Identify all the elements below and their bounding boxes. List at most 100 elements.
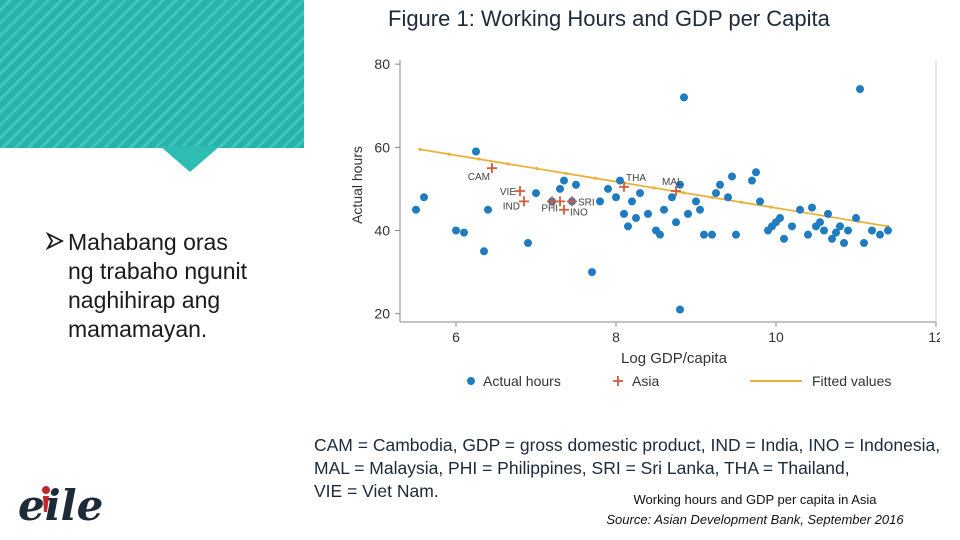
actual-hours-point <box>748 176 756 185</box>
asia-point <box>515 186 525 196</box>
asia-point <box>567 196 577 207</box>
actual-hours-point <box>588 268 596 277</box>
y-axis-label: Actual hours <box>349 146 365 224</box>
actual-hours-point <box>796 205 804 214</box>
caption-source: Source: Asian Development Bank, Septembe… <box>606 512 904 527</box>
decorative-teal-notch <box>160 146 220 172</box>
asia-point <box>559 204 569 215</box>
actual-hours-point <box>636 189 644 198</box>
y-tick-label: 40 <box>374 223 390 239</box>
logo-figure-body <box>43 496 49 512</box>
y-tick-label: 20 <box>374 306 390 322</box>
x-tick-label: 8 <box>612 329 620 345</box>
scatter-chart: Figure 1: Working Hours and GDP per Capi… <box>349 6 940 389</box>
actual-hours-point <box>876 230 884 239</box>
actual-hours-point <box>676 305 684 314</box>
logo-figure-head <box>42 486 50 494</box>
actual-hours-point <box>808 203 816 212</box>
country-code-line: VIE = Viet Nam. <box>314 481 439 501</box>
actual-hours-point <box>832 228 840 237</box>
actual-hours-point <box>724 193 732 202</box>
actual-hours-point <box>676 180 684 189</box>
actual-hours-point <box>612 193 620 202</box>
actual-hours-point <box>616 176 624 185</box>
chart-title: Figure 1: Working Hours and GDP per Capi… <box>388 6 831 31</box>
actual-hours-point <box>628 197 636 206</box>
country-code-legend: CAM = Cambodia, GDP = gross domestic pro… <box>314 434 940 503</box>
fitted-line-vertex <box>447 152 451 156</box>
arrow-bullet-icon <box>46 232 64 250</box>
actual-hours-point <box>836 222 844 231</box>
actual-hours-point <box>412 205 420 214</box>
actual-hours-point <box>828 234 836 243</box>
actual-hours-point <box>660 205 668 214</box>
actual-hours-point <box>420 193 428 202</box>
actual-hours-points <box>412 85 892 314</box>
actual-hours-point <box>624 222 632 231</box>
y-axis-ticks: 20 40 60 80 <box>374 56 400 322</box>
fitted-line-vertex <box>681 191 685 195</box>
actual-hours-point <box>868 226 876 235</box>
actual-hours-point <box>716 180 724 189</box>
actual-hours-point <box>776 214 784 223</box>
fitted-values-line <box>418 147 890 228</box>
plot-frame <box>399 60 937 323</box>
actual-hours-point <box>860 238 868 247</box>
actual-hours-point <box>712 189 720 198</box>
bullet-line: Mahabang oras <box>68 229 228 255</box>
logo-text: eile <box>18 481 103 530</box>
bullet-text: Mahabang oras ng trabaho ngunit naghihir… <box>68 228 247 344</box>
eile-logo: eile <box>16 478 120 530</box>
legend-dot-marker <box>467 377 475 385</box>
actual-hours-point <box>684 209 692 218</box>
asia-point-label: MAL <box>662 177 683 188</box>
actual-hours-point <box>484 205 492 214</box>
actual-hours-point <box>556 184 564 193</box>
logo-mark: eile <box>18 481 103 530</box>
actual-hours-point <box>604 184 612 193</box>
actual-hours-point <box>700 230 708 239</box>
x-tick-label: 10 <box>768 329 784 345</box>
actual-hours-point <box>480 247 488 256</box>
actual-hours-point <box>732 230 740 239</box>
country-code-line: CAM = Cambodia, GDP = gross domestic pro… <box>314 435 941 455</box>
caption-title: Working hours and GDP per capita in Asia <box>633 492 877 507</box>
fitted-line-vertex <box>506 162 510 166</box>
actual-hours-point <box>668 193 676 202</box>
bullet-line: mamamayan. <box>68 316 208 342</box>
asia-point <box>555 196 565 207</box>
actual-hours-point <box>728 172 736 181</box>
actual-hours-point <box>532 189 540 198</box>
fitted-line-vertex <box>535 167 539 171</box>
actual-hours-point <box>460 228 468 237</box>
actual-hours-point <box>472 147 480 156</box>
asia-point <box>671 186 681 196</box>
fitted-line-vertex <box>769 205 773 209</box>
asia-point <box>519 196 529 207</box>
bullet-line: naghihirap ang <box>68 287 221 313</box>
x-tick-label: 6 <box>452 329 460 345</box>
y-tick-label: 60 <box>374 139 390 155</box>
asia-point-label: SRI <box>578 197 595 208</box>
fitted-line-vertex <box>710 195 715 200</box>
x-axis-ticks: 6 8 10 12 <box>452 322 940 345</box>
actual-hours-point <box>856 85 864 94</box>
x-tick-label: 12 <box>928 329 940 345</box>
actual-hours-point <box>672 218 680 227</box>
fitted-line-vertex <box>476 157 481 161</box>
actual-hours-point <box>756 197 764 206</box>
country-code-line: MAL = Malaysia, PHI = Philippines, SRI =… <box>314 458 850 478</box>
actual-hours-point <box>632 214 640 223</box>
actual-hours-point <box>804 230 812 239</box>
actual-hours-point <box>780 234 788 243</box>
actual-hours-point <box>884 226 892 235</box>
actual-hours-point <box>788 222 796 231</box>
actual-hours-point <box>452 226 460 235</box>
actual-hours-point <box>572 180 580 189</box>
actual-hours-point <box>596 197 604 206</box>
actual-hours-point <box>680 93 688 102</box>
fitted-line-vertex <box>652 186 656 190</box>
asia-point-label: IND <box>503 201 520 212</box>
fitted-line-vertex <box>418 147 422 152</box>
